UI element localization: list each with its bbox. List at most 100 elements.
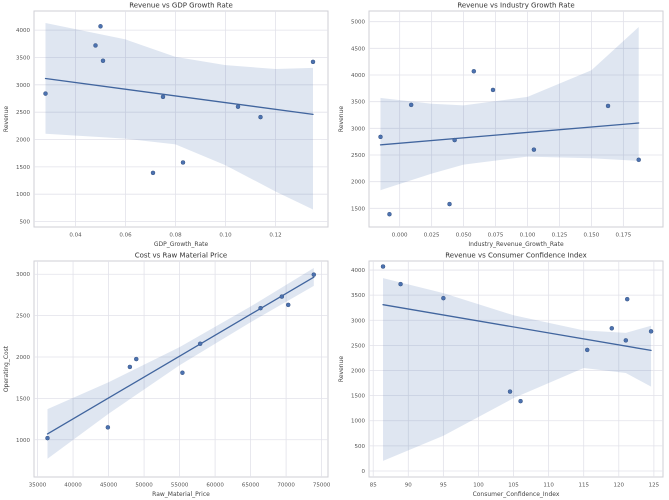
data-point bbox=[447, 201, 452, 207]
x-tick-label: 0.025 bbox=[424, 233, 440, 239]
y-axis-label: Operating_Cost bbox=[3, 345, 10, 392]
regression-line bbox=[382, 304, 652, 352]
y-axis-label: Revenue bbox=[3, 106, 10, 132]
data-point bbox=[310, 59, 316, 65]
data-point bbox=[380, 264, 386, 269]
data-point bbox=[45, 435, 50, 441]
x-tick-label: 0.10 bbox=[219, 233, 232, 239]
data-point bbox=[100, 58, 106, 64]
confidence-band bbox=[383, 278, 652, 461]
data-point bbox=[93, 43, 98, 48]
y-tick-label: 3500 bbox=[351, 293, 365, 299]
chart-revenue-vs-consumer-confidence-index: Revenue vs Consumer Confidence Index 85 90… bbox=[335, 250, 669, 500]
y-tick-label: 1500 bbox=[16, 165, 30, 171]
data-point bbox=[279, 294, 285, 299]
chart-cost-vs-raw-material-price: Cost vs Raw Material Price 35000 40000 4500… bbox=[0, 250, 334, 500]
scatter-chart: Revenue vs GDP Growth Rate 0.04 0.06 0.08 0.… bbox=[3, 2, 329, 248]
chart-title: Revenue vs GDP Growth Rate bbox=[129, 2, 233, 10]
chart-revenue-vs-gdp-growth-rate: Revenue vs GDP Growth Rate 0.04 0.06 0.08 0.… bbox=[0, 0, 334, 250]
data-point bbox=[609, 326, 615, 331]
data-point bbox=[311, 272, 317, 277]
y-tick-label: 2500 bbox=[16, 110, 30, 116]
data-point bbox=[258, 114, 263, 120]
data-point bbox=[134, 356, 139, 362]
y-tick-label: 0 bbox=[362, 469, 366, 475]
scatter-chart: Revenue vs Industry Growth Rate 0.000 0.02… bbox=[338, 2, 664, 248]
confidence-band bbox=[380, 27, 639, 191]
x-tick-label: 45000 bbox=[100, 483, 118, 489]
x-tick-label: 125 bbox=[649, 483, 660, 489]
x-axis-label: GDP_Growth_Rate bbox=[154, 241, 209, 248]
y-tick-label: 500 bbox=[355, 444, 366, 450]
y-tick-label: 3500 bbox=[16, 55, 30, 61]
y-tick-label: 3000 bbox=[351, 318, 365, 324]
x-tick-label: 0.04 bbox=[69, 233, 82, 239]
x-axis-label: Raw_Material_Price bbox=[152, 491, 210, 498]
y-tick-label: 4500 bbox=[351, 46, 365, 52]
y-tick-label: 3000 bbox=[16, 272, 30, 278]
x-tick-label: 75000 bbox=[313, 483, 331, 489]
x-tick-label: 0.150 bbox=[584, 233, 600, 239]
chart-title: Revenue vs Industry Growth Rate bbox=[457, 2, 574, 10]
y-tick-label: 500 bbox=[20, 220, 31, 226]
y-tick-label: 1500 bbox=[16, 396, 30, 402]
regression-line bbox=[379, 122, 640, 146]
data-point bbox=[285, 302, 291, 308]
x-tick-label: 0.08 bbox=[169, 233, 182, 239]
scatter-chart: Revenue vs Consumer Confidence Index 85 90… bbox=[338, 252, 664, 498]
data-point bbox=[160, 94, 166, 100]
y-tick-label: 3000 bbox=[16, 83, 30, 89]
chart-title: Revenue vs Consumer Confidence Index bbox=[445, 252, 587, 260]
data-point bbox=[471, 69, 477, 74]
chart-title: Cost vs Raw Material Price bbox=[135, 252, 228, 260]
plot-area bbox=[368, 260, 664, 478]
x-tick-label: 90 bbox=[405, 483, 412, 489]
data-point bbox=[584, 347, 590, 353]
data-point bbox=[235, 104, 241, 109]
data-point bbox=[43, 91, 48, 96]
y-tick-label: 4000 bbox=[351, 268, 365, 274]
scatter-chart: Cost vs Raw Material Price 35000 40000 4500… bbox=[3, 252, 331, 499]
data-point bbox=[490, 87, 496, 93]
x-tick-label: 0.075 bbox=[488, 233, 504, 239]
x-tick-label: 55000 bbox=[171, 483, 189, 489]
data-point bbox=[518, 398, 523, 404]
y-tick-label: 1500 bbox=[351, 206, 365, 212]
x-tick-label: 0.050 bbox=[456, 233, 472, 239]
plot-area bbox=[368, 10, 664, 228]
data-point bbox=[387, 211, 392, 217]
x-tick-label: 105 bbox=[508, 483, 519, 489]
x-tick-label: 0.125 bbox=[552, 233, 568, 239]
y-tick-label: 4000 bbox=[16, 28, 30, 34]
y-tick-label: 2000 bbox=[351, 180, 365, 186]
data-point bbox=[105, 425, 111, 430]
data-point bbox=[258, 305, 263, 311]
plot-area bbox=[33, 10, 329, 228]
y-tick-label: 1000 bbox=[16, 438, 30, 444]
x-tick-label: 65000 bbox=[242, 483, 260, 489]
data-point bbox=[636, 157, 641, 163]
y-tick-label: 1000 bbox=[351, 419, 365, 425]
x-tick-label: 85 bbox=[370, 483, 377, 489]
data-point bbox=[452, 137, 457, 143]
y-tick-label: 2000 bbox=[351, 369, 365, 375]
data-point bbox=[398, 281, 403, 287]
data-point bbox=[441, 295, 446, 301]
data-point bbox=[98, 24, 103, 29]
x-axis-label: Industry_Revenue_Growth_Rate bbox=[468, 241, 564, 248]
y-tick-label: 2000 bbox=[16, 138, 30, 144]
y-tick-label: 2500 bbox=[351, 153, 365, 159]
y-tick-label: 4000 bbox=[351, 73, 365, 79]
y-tick-label: 1500 bbox=[351, 394, 365, 400]
regression-line bbox=[44, 77, 314, 116]
x-tick-label: 0.000 bbox=[392, 233, 408, 239]
x-axis-label: Consumer_Confidence_Index bbox=[473, 491, 560, 498]
chart-revenue-vs-industry-growth-rate: Revenue vs Industry Growth Rate 0.000 0.02… bbox=[335, 0, 669, 250]
data-point bbox=[531, 147, 537, 152]
x-tick-label: 95 bbox=[440, 483, 447, 489]
data-point bbox=[624, 296, 630, 302]
regression-line bbox=[46, 276, 315, 435]
x-tick-label: 70000 bbox=[277, 483, 295, 489]
x-tick-label: 0.175 bbox=[615, 233, 631, 239]
